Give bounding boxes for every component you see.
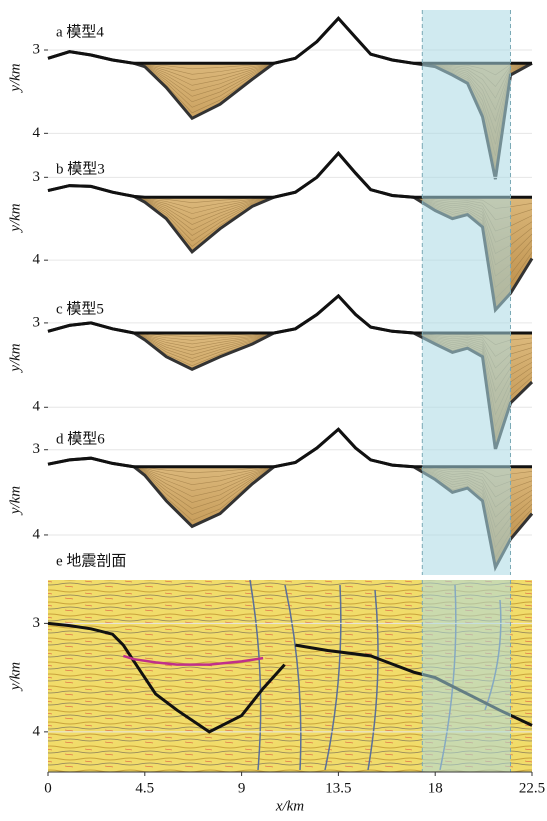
fault-line (249, 579, 262, 771)
y-axis-label: y/km (7, 203, 23, 233)
panel-label: b 模型3 (56, 160, 105, 177)
x-tick-label: 22.5 (519, 780, 545, 796)
highlight-band (422, 425, 511, 575)
highlight-band (422, 580, 511, 772)
panel-label: c 模型5 (56, 300, 104, 317)
y-axis-label: y/km (7, 63, 23, 93)
x-axis-label: x/km (275, 798, 304, 814)
y-tick-label: 4 (33, 723, 41, 739)
y-tick-label: 3 (33, 41, 41, 57)
highlight-band (422, 10, 511, 145)
highlight-band (422, 145, 511, 290)
x-tick-label: 4.5 (135, 780, 154, 796)
panel-label: d 模型6 (56, 430, 105, 447)
y-tick-label: 3 (33, 615, 41, 631)
x-tick-label: 18 (428, 780, 443, 796)
x-tick-label: 9 (238, 780, 246, 796)
y-axis-label: y/km (7, 486, 23, 516)
y-tick-label: 4 (33, 252, 41, 268)
y-axis-label: y/km (7, 662, 23, 692)
y-tick-label: 3 (33, 314, 41, 330)
y-tick-label: 4 (33, 125, 41, 141)
fault-line (284, 584, 302, 771)
y-tick-label: 3 (33, 441, 41, 457)
highlight-band (422, 290, 511, 425)
panel-label: a 模型4 (56, 23, 104, 40)
y-tick-label: 4 (33, 399, 41, 415)
fault-line (324, 584, 342, 771)
marker-horizon (122, 654, 264, 666)
fault-line (367, 589, 379, 771)
y-axis-label: y/km (7, 343, 23, 373)
y-tick-label: 4 (33, 526, 41, 542)
x-tick-label: 13.5 (325, 780, 351, 796)
panel-label: e 地震剖面 (56, 552, 126, 569)
x-tick-label: 0 (44, 780, 52, 796)
y-tick-label: 3 (33, 169, 41, 185)
